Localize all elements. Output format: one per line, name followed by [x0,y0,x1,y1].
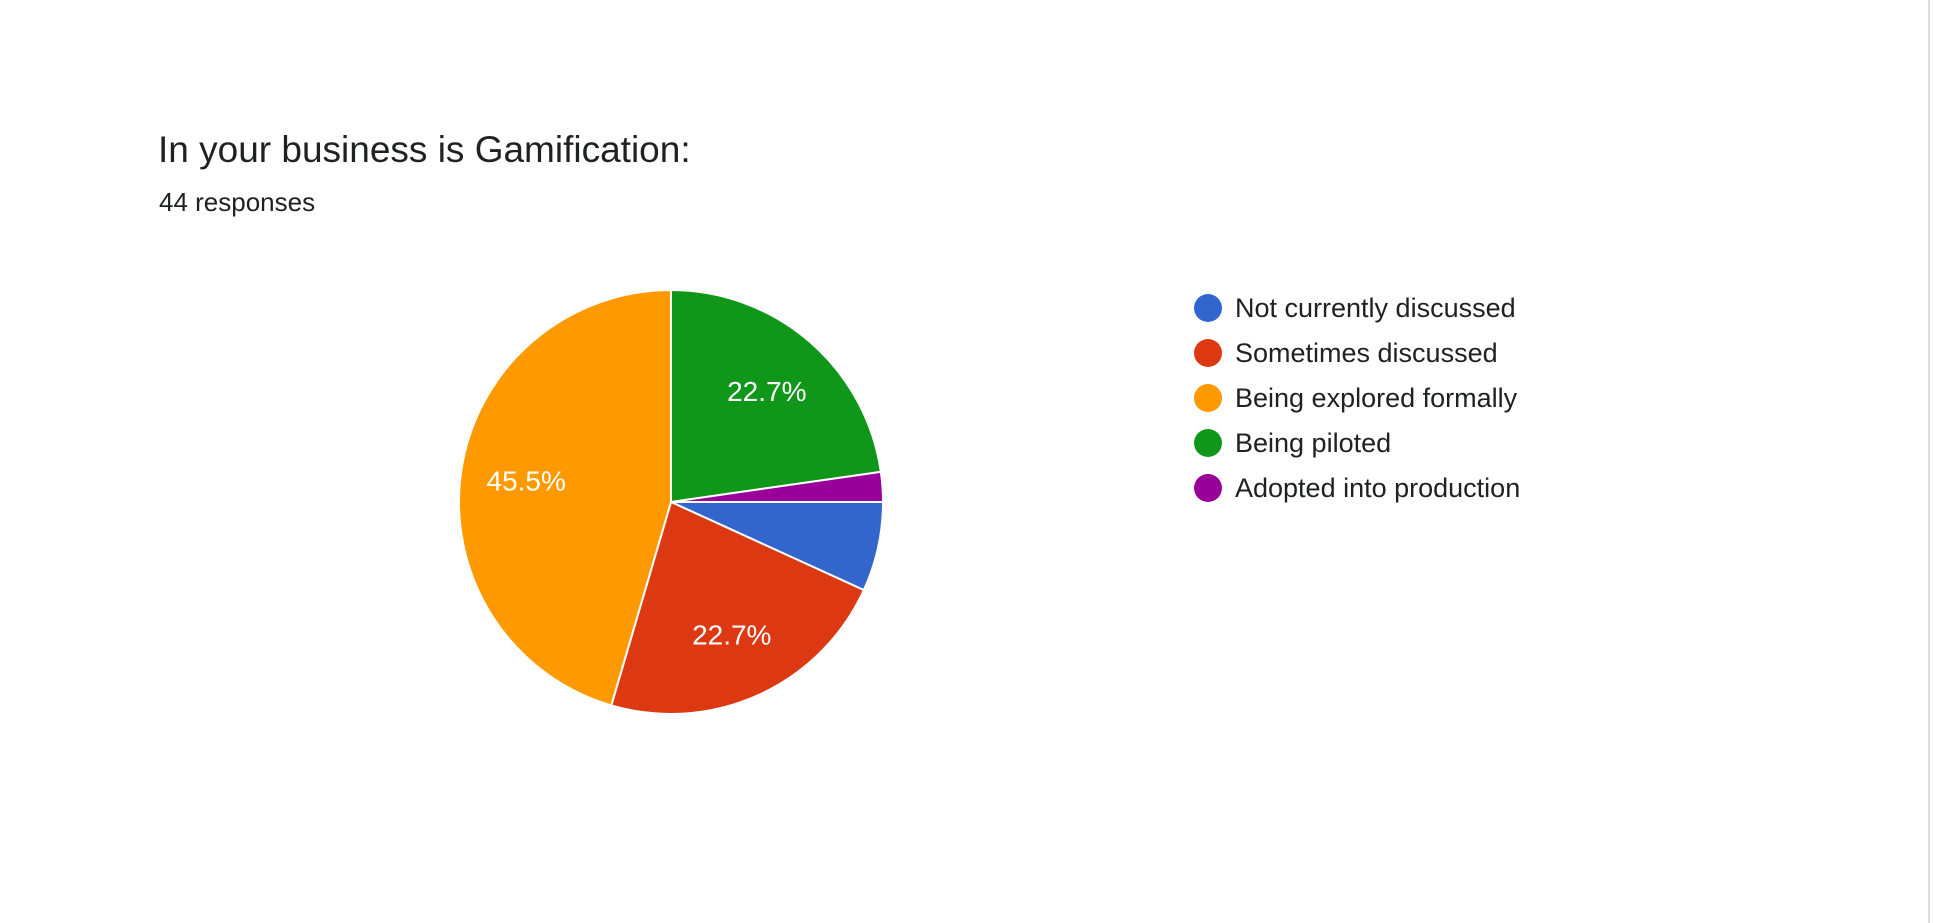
legend-item[interactable]: Sometimes discussed [1194,330,1520,375]
pie-slices [458,288,885,715]
legend-item[interactable]: Being piloted [1194,420,1520,465]
legend-label: Not currently discussed [1235,292,1516,323]
pie-slice-being-piloted[interactable] [670,288,882,504]
chart-legend: Not currently discussed Sometimes discuss… [1194,285,1520,510]
legend-swatch-icon [1194,428,1222,457]
legend-label: Being explored formally [1235,382,1518,413]
pie-slice-labels: 22.7% 45.5% 22.7% [487,376,807,651]
legend-swatch-icon [1194,293,1222,322]
legend-label: Sometimes discussed [1235,337,1498,368]
pie-slice-being-explored-formally[interactable] [458,288,672,707]
legend-swatch-icon [1194,338,1222,367]
pie-slice-label: 45.5% [487,466,566,497]
response-count: 44 responses [159,187,316,217]
legend-item[interactable]: Being explored formally [1194,375,1520,420]
question-title: In your business is Gamification: [158,129,691,170]
pie-chart: 22.7% 45.5% 22.7% [458,288,885,715]
legend-swatch-icon [1194,383,1222,412]
pie-slice-label: 22.7% [692,620,771,651]
legend-item[interactable]: Not currently discussed [1194,285,1520,330]
legend-label: Being piloted [1235,427,1392,458]
pie-slice-adopted-into-production[interactable] [670,470,885,503]
pie-slice-sometimes-discussed[interactable] [610,500,866,715]
legend-label: Adopted into production [1235,472,1521,503]
legend-item[interactable]: Adopted into production [1194,465,1520,510]
pie-slice-label: 22.7% [727,376,806,407]
legend-swatch-icon [1194,473,1222,502]
